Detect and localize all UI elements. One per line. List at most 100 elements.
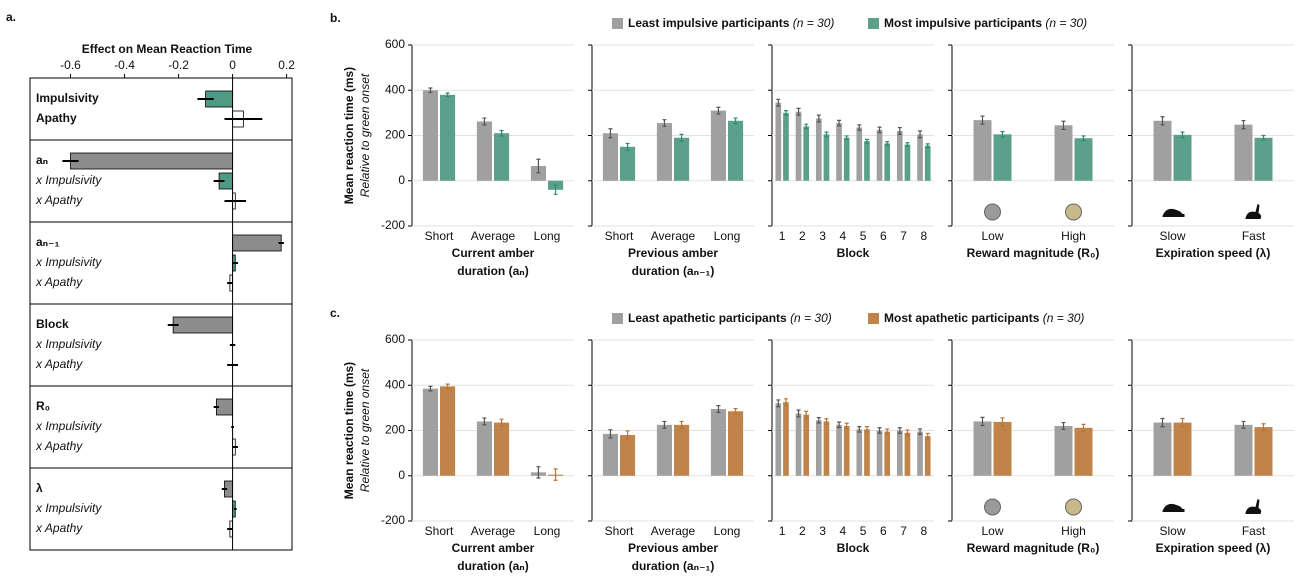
y-tick-label: 600	[385, 332, 405, 346]
error-bar	[428, 87, 433, 94]
bar	[422, 90, 438, 181]
x-axis-title: Block	[837, 541, 870, 555]
icon	[984, 203, 1001, 221]
legend-name: Most apathetic participants	[884, 311, 1040, 325]
bar	[1254, 427, 1273, 476]
error-bar	[553, 468, 558, 481]
error-bar	[608, 128, 613, 139]
x-axis-title: Reward magnitude (R₀)	[967, 246, 1100, 260]
row-label: x Apathy	[35, 357, 83, 371]
legend-swatch	[612, 18, 623, 29]
bar	[602, 133, 618, 181]
icon	[1065, 498, 1082, 516]
bar	[728, 411, 744, 476]
error-bar	[482, 117, 487, 126]
y-axis-subtitle: Relative to green onset	[358, 73, 372, 197]
icon	[1245, 204, 1262, 219]
x-tick-label: -0.2	[168, 58, 189, 72]
bar	[884, 431, 891, 476]
error-bar	[1261, 423, 1266, 432]
bar	[70, 152, 233, 170]
bar	[856, 127, 863, 181]
bar	[728, 120, 744, 181]
legend-n: (n = 30)	[793, 16, 835, 30]
error-bar	[776, 399, 781, 408]
bar	[856, 429, 863, 476]
bar	[1054, 425, 1073, 476]
x-tick-label: Short	[605, 229, 634, 243]
error-bar	[824, 131, 829, 138]
error-bar	[1081, 423, 1086, 432]
x-axis-title: Block	[837, 246, 870, 260]
y-tick-label: 400	[385, 82, 405, 96]
row-label: x Apathy	[35, 521, 83, 535]
error-bar	[1180, 417, 1185, 428]
error-bar	[1241, 119, 1246, 130]
icon	[984, 498, 1001, 516]
row-label: x Apathy	[35, 193, 83, 207]
row-label: x Impulsivity	[35, 419, 102, 433]
error-bar	[733, 407, 738, 415]
x-tick-label: Fast	[1242, 229, 1266, 243]
x-tick-label: Low	[981, 524, 1003, 538]
bar	[674, 424, 690, 476]
bar	[803, 414, 810, 476]
x-tick-label: 5	[860, 524, 867, 538]
row-label: x Apathy	[35, 439, 83, 453]
x-tick-label: 2	[799, 524, 806, 538]
x-axis-title: Expiration speed (λ)	[1156, 246, 1271, 260]
x-tick-label: 7	[900, 524, 907, 538]
bar	[924, 145, 931, 181]
x-tick-label: 0.2	[278, 58, 295, 72]
bar	[775, 403, 782, 476]
legend-n: (n = 30)	[1045, 16, 1087, 30]
error-bar	[428, 385, 433, 392]
error-bar	[824, 418, 829, 425]
bar	[917, 431, 923, 476]
y-tick-label: 600	[385, 37, 405, 51]
bar	[884, 143, 891, 181]
row-label: x Impulsivity	[35, 337, 102, 351]
error-bar	[733, 117, 738, 125]
error-bar	[1000, 417, 1005, 427]
x-tick-label: Fast	[1242, 524, 1266, 538]
row-label: x Impulsivity	[35, 255, 102, 269]
x-tick-label: Short	[425, 524, 454, 538]
bar	[864, 141, 870, 181]
legend-label: Most apathetic participants (n = 30)	[884, 311, 1084, 325]
panel-letter: a.	[6, 10, 16, 24]
y-tick-label: 200	[385, 128, 405, 142]
legend-name: Least impulsive participants	[628, 16, 790, 30]
y-axis-title: Mean reaction time (ms)	[342, 362, 356, 499]
legend-label: Least impulsive participants (n = 30)	[628, 16, 834, 30]
legend-swatch	[868, 18, 879, 29]
x-tick-label: Low	[981, 229, 1003, 243]
bar	[843, 425, 850, 476]
error-bar	[925, 432, 930, 440]
error-bar	[1180, 131, 1185, 139]
bar	[823, 421, 830, 476]
legend-label: Most impulsive participants (n = 30)	[884, 16, 1087, 30]
bar	[620, 146, 636, 181]
x-tick-label: 6	[880, 229, 887, 243]
x-tick-label: 4	[840, 229, 847, 243]
x-tick-label: 7	[900, 229, 907, 243]
error-bar	[499, 418, 504, 427]
error-bar	[536, 158, 541, 174]
legend-n: (n = 30)	[790, 311, 832, 325]
bar	[1153, 422, 1172, 476]
error-bar	[837, 119, 842, 127]
error-bar	[716, 405, 721, 413]
x-axis-title: duration (aₙ₋₁)	[632, 559, 715, 573]
error-bar	[445, 92, 450, 98]
y-tick-label: 0	[398, 468, 405, 482]
axis-title: Effect on Mean Reaction Time	[82, 42, 253, 56]
legend-label: Least apathetic participants (n = 30)	[628, 311, 832, 325]
y-axis-subtitle: Relative to green onset	[358, 368, 372, 492]
y-tick-label: 200	[385, 423, 405, 437]
bar	[476, 121, 492, 181]
error-bar	[1061, 120, 1066, 130]
bar	[440, 386, 456, 476]
bar	[904, 432, 911, 476]
row-label: aₙ₋₁	[36, 235, 59, 249]
